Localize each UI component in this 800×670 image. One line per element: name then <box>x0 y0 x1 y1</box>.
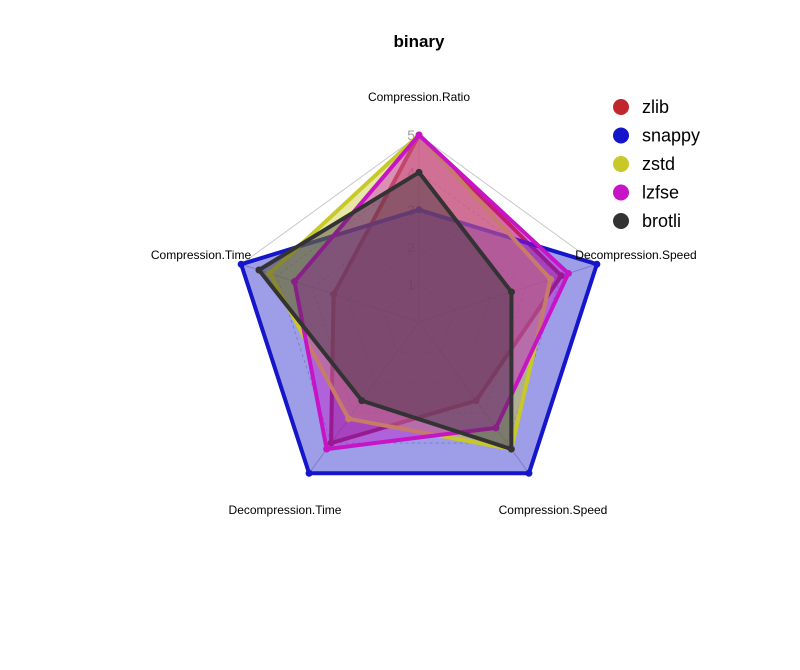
legend-label: zstd <box>642 154 675 174</box>
axis-labels: Compression.Ratio Decompression.Speed Comp… <box>151 90 697 517</box>
tick-label: 5 <box>407 127 415 143</box>
series-polygon <box>329 133 564 446</box>
series-brotli <box>255 168 515 453</box>
series-polygon <box>292 133 571 452</box>
data-point <box>255 266 263 274</box>
tick-label: 1 <box>407 277 415 293</box>
tick-label: 3 <box>407 202 415 218</box>
legend-label: brotli <box>642 211 681 231</box>
legend-item-brotli: brotli <box>613 211 681 231</box>
data-point <box>507 445 515 453</box>
legend-label: snappy <box>642 126 700 146</box>
legend-label: zlib <box>642 97 669 117</box>
grid-ring-3 <box>311 209 527 414</box>
data-point <box>492 424 500 432</box>
chart-title: binary <box>393 32 445 51</box>
data-point <box>564 269 572 277</box>
data-point <box>291 278 299 286</box>
grid-ring-4 <box>276 171 562 444</box>
data-point <box>345 415 353 423</box>
data-point <box>266 269 274 277</box>
tick-label: 2 <box>407 239 415 255</box>
legend-marker <box>613 156 629 172</box>
data-point <box>330 290 338 298</box>
data-point <box>525 469 533 477</box>
data-point <box>507 288 515 296</box>
tick-label: 4 <box>407 164 415 180</box>
legend-item-snappy: snappy <box>613 126 700 146</box>
axis-label: Compression.Ratio <box>368 90 470 104</box>
legend-marker <box>613 127 629 144</box>
legend-label: lzfse <box>642 183 679 203</box>
data-point <box>358 397 366 405</box>
legend-item-lzfse: lzfse <box>613 183 679 203</box>
data-point <box>305 469 313 477</box>
axis-label: Compression.Time <box>151 248 252 262</box>
series-polygon <box>256 170 514 452</box>
data-point <box>327 439 335 447</box>
axis-label: Decompression.Time <box>229 503 342 517</box>
series-polygon <box>239 207 599 476</box>
data-point <box>415 168 423 176</box>
series-layer <box>237 131 601 477</box>
legend-marker <box>613 213 629 229</box>
data-point <box>237 260 245 268</box>
series-snappy <box>237 206 601 477</box>
legend-item-zstd: zstd <box>613 154 675 174</box>
legend-item-zlib: zlib <box>613 97 669 117</box>
grid-ring-2 <box>347 246 491 384</box>
axis-label: Compression.Speed <box>499 503 608 517</box>
data-point <box>557 272 565 280</box>
grid-ring-1 <box>382 283 456 353</box>
data-point <box>323 445 331 453</box>
radial-tick-labels: 1 2 3 4 5 <box>407 127 415 293</box>
axis-label: Decompression.Speed <box>575 248 696 262</box>
legend-marker <box>613 99 629 115</box>
data-point <box>415 131 423 139</box>
series-lzfse <box>291 131 572 453</box>
data-point <box>593 260 601 268</box>
legend: zlib snappy zstd lzfse brotli <box>613 97 700 231</box>
data-point <box>472 397 480 405</box>
data-point <box>547 275 555 283</box>
data-point <box>415 206 423 214</box>
legend-marker <box>613 184 629 201</box>
